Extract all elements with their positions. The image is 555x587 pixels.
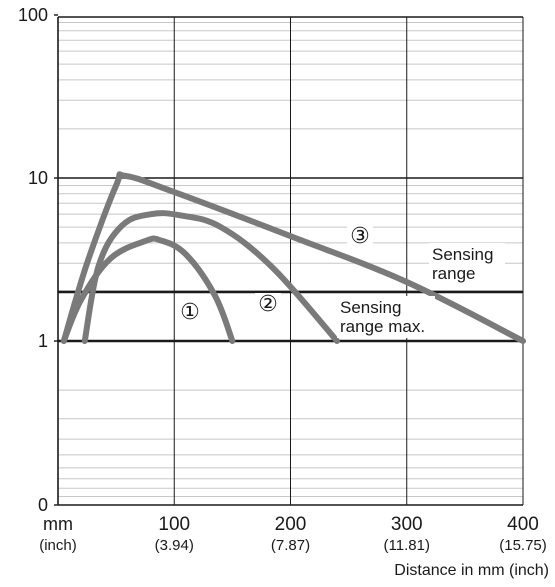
reference-label: Sensing xyxy=(340,298,401,317)
x-unit-label: mm xyxy=(43,514,73,534)
y-tick-label: 0 xyxy=(38,495,48,515)
reference-label: range xyxy=(432,264,475,283)
x-tick-label: 100 xyxy=(158,514,190,535)
series-marker-2: ② xyxy=(258,291,278,316)
x-tick-label: 300 xyxy=(391,514,423,535)
series-marker-3: ③ xyxy=(350,223,370,248)
x-tick-sublabel: (15.75) xyxy=(499,537,547,554)
series-marker-1: ① xyxy=(180,299,200,324)
y-tick-label: 1 xyxy=(38,331,48,351)
x-unit-sublabel: (inch) xyxy=(39,537,77,554)
x-tick-sublabel: (3.94) xyxy=(155,537,194,554)
x-tick-label: 400 xyxy=(507,514,539,535)
x-axis-label: Distance in mm (inch) xyxy=(394,562,549,579)
x-tick-label: 200 xyxy=(275,514,307,535)
y-tick-label: 100 xyxy=(18,5,48,25)
x-tick-sublabel: (11.81) xyxy=(384,537,430,554)
reference-label: Sensing xyxy=(432,245,493,264)
x-tick-sublabel: (7.87) xyxy=(271,537,310,554)
reference-label: range max. xyxy=(340,317,425,336)
y-tick-label: 10 xyxy=(28,168,48,188)
series-line-2 xyxy=(85,213,337,341)
